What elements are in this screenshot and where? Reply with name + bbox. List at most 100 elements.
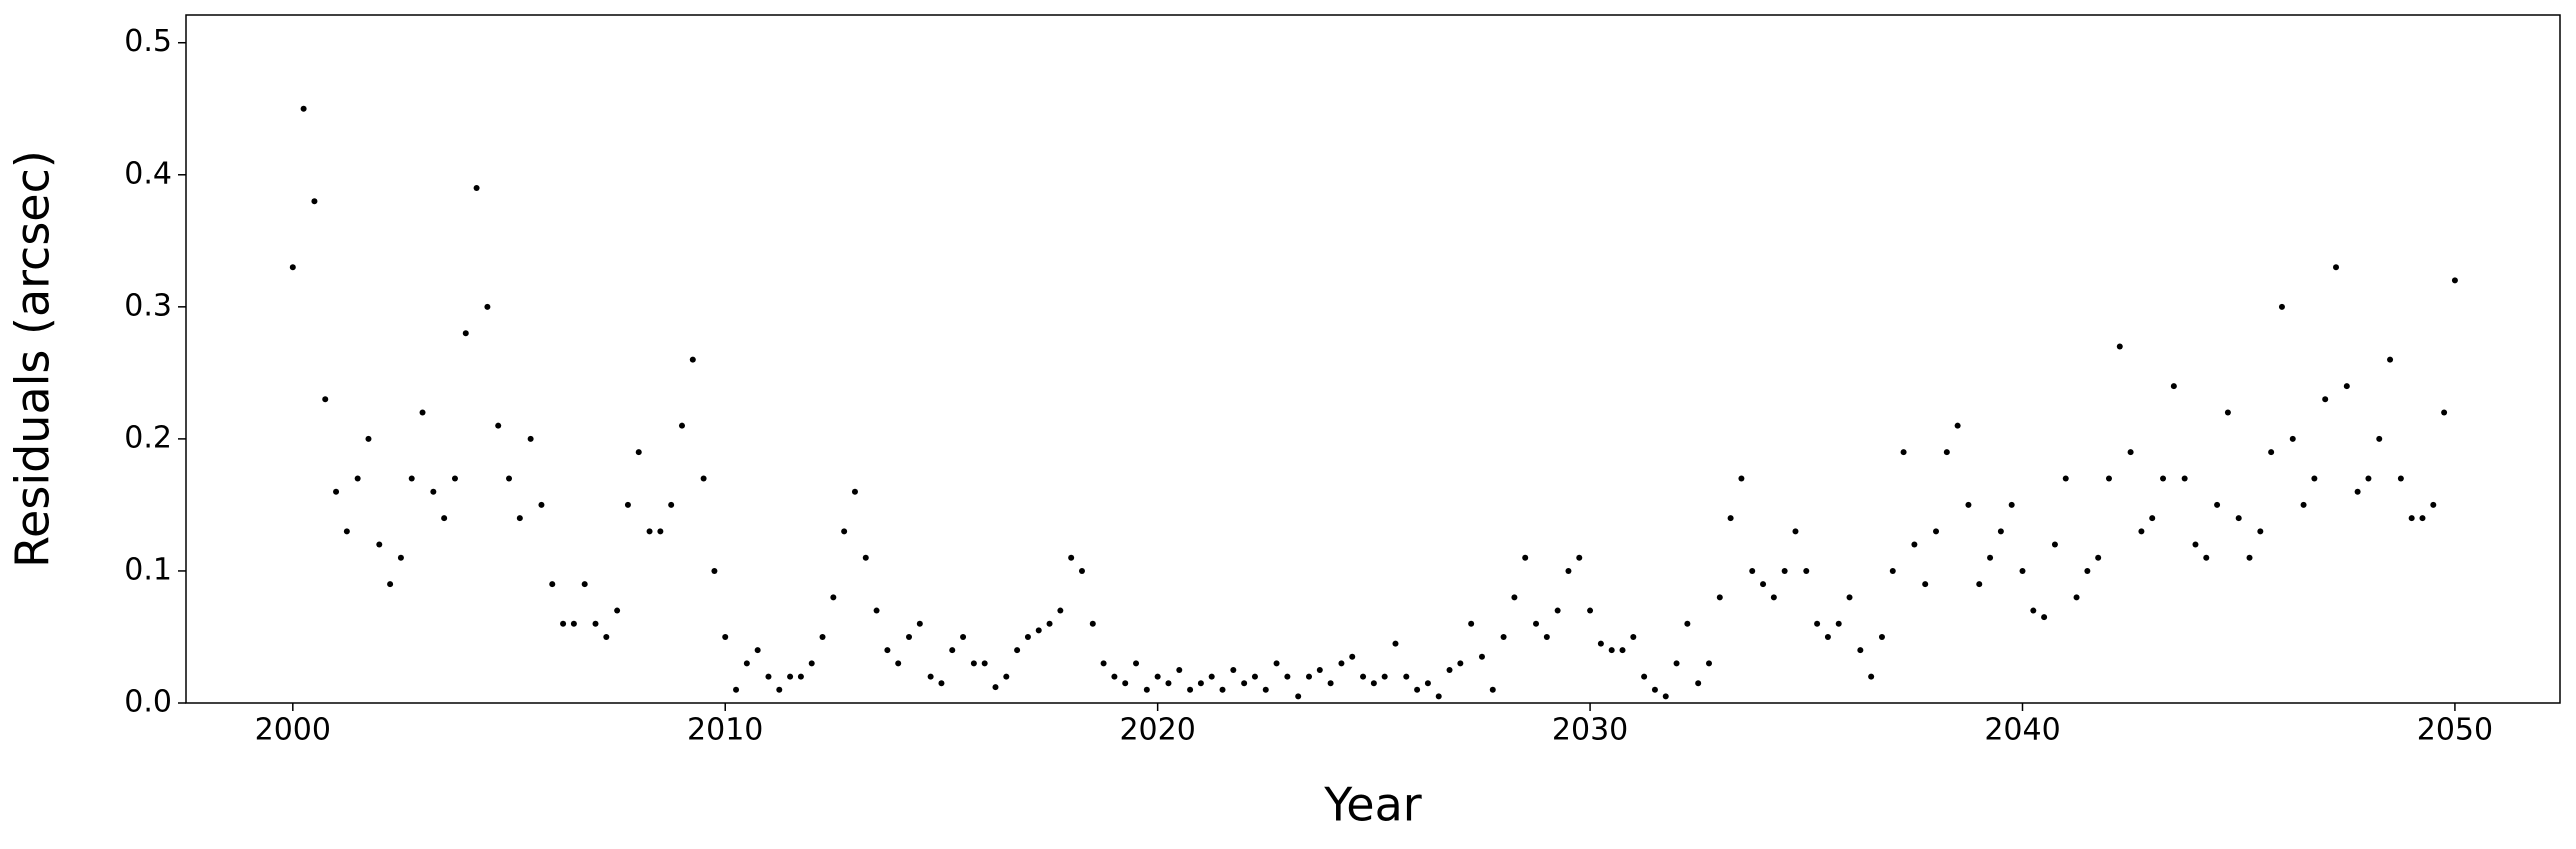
point [376,541,383,548]
point [1976,581,1983,588]
point [2041,614,2048,621]
point [1273,660,1280,667]
point [397,554,404,561]
point [1154,673,1161,680]
point [1068,554,1075,561]
point [560,620,567,627]
point [322,396,329,403]
point [1705,660,1712,667]
point [1295,693,1302,700]
point [1478,653,1485,660]
x-tick-label: 2040 [1984,713,2060,748]
point [419,409,426,416]
point [1392,640,1399,647]
point [1533,620,1540,627]
point [2376,435,2383,442]
point [884,647,891,654]
point [1878,633,1885,640]
point [311,198,318,205]
point [441,515,448,522]
point [873,607,880,614]
point [2203,554,2210,561]
point [1749,567,1756,574]
point [1760,581,1767,588]
point [689,356,696,363]
point [992,684,999,691]
point [2116,343,2123,350]
point [1511,594,1518,601]
point [711,567,718,574]
point [1868,673,1875,680]
point [2365,475,2372,482]
point [1230,666,1237,673]
point [1587,607,1594,614]
point [1889,567,1896,574]
point [1965,501,1972,508]
point [495,422,502,429]
point [906,633,913,640]
point [462,330,469,337]
point [1500,633,1507,640]
point [2062,475,2069,482]
point [808,660,815,667]
point [1035,627,1042,634]
point [592,620,599,627]
point [646,528,653,535]
point [2030,607,2037,614]
point [1024,633,1031,640]
point [1381,673,1388,680]
point [538,501,545,508]
point [1846,594,1853,601]
point [862,554,869,561]
point [2073,594,2080,601]
point [1576,554,1583,561]
point [1522,554,1529,561]
point [624,501,631,508]
point [938,680,945,687]
point [1554,607,1561,614]
point [1662,693,1669,700]
point [830,594,837,601]
point [895,660,902,667]
point [473,184,480,191]
x-axis-label: Year [1323,778,1421,832]
point [1857,647,1864,654]
y-tick-label: 0.1 [124,552,172,587]
point [1143,686,1150,693]
point [743,660,750,667]
point [1770,594,1777,601]
point [1608,647,1615,654]
point [333,488,340,495]
point [365,435,372,442]
point [2008,501,2015,508]
point [581,581,588,588]
point [1349,653,1356,660]
point [1089,620,1096,627]
point [2235,515,2242,522]
point [2257,528,2264,535]
point [2192,541,2199,548]
point [289,264,296,271]
point [2084,567,2091,574]
point [451,475,458,482]
point [1673,660,1680,667]
point [2138,528,2145,535]
y-axis-label: Residuals (arcsec) [6,150,60,568]
point [1327,680,1334,687]
point [1165,680,1172,687]
point [1251,673,1258,680]
point [1014,647,1021,654]
point [1338,660,1345,667]
point [1489,686,1496,693]
point [1997,528,2004,535]
point [1414,686,1421,693]
point [1241,680,1248,687]
point [722,633,729,640]
point [527,435,534,442]
point [1057,607,1064,614]
point [1306,673,1313,680]
point [570,620,577,627]
point [1360,673,1367,680]
